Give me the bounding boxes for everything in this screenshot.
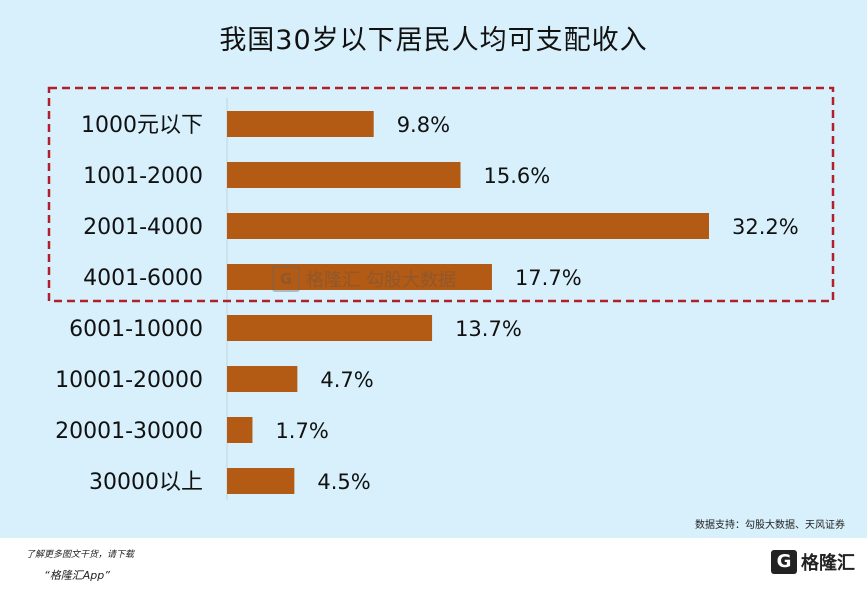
brand-name: 格隆汇 (801, 553, 855, 574)
category-label: 1000元以下 (81, 113, 203, 138)
category-label: 20001-30000 (55, 419, 203, 444)
watermark-left-text: 格隆汇 (306, 270, 360, 291)
data-label: 32.2% (732, 215, 799, 239)
bar (227, 366, 298, 392)
bar (227, 315, 433, 341)
category-label: 4001-6000 (83, 266, 203, 291)
data-label: 13.7% (455, 317, 522, 341)
footer-app-name: “格隆汇App” (44, 569, 110, 582)
bar (227, 417, 253, 443)
data-label: 9.8% (397, 113, 450, 137)
chart-title: 我国30岁以下居民人均可支配收入 (219, 25, 648, 56)
brand-logo-icon: G (771, 550, 797, 574)
watermark-right-text: 勾股大数据 (366, 270, 456, 291)
bar (227, 162, 461, 188)
data-label: 1.7% (275, 419, 328, 443)
data-source: 数据支持：勾股大数据、天风证券 (695, 520, 845, 531)
brand-logo: G 格隆汇 (771, 549, 855, 575)
footer-note: 了解更多图文干货，请下载 (26, 550, 135, 560)
category-label: 2001-4000 (83, 215, 203, 240)
category-label: 10001-20000 (55, 368, 203, 393)
data-label: 4.7% (320, 368, 373, 392)
bar (227, 264, 492, 290)
watermark-logo-icon: G (272, 266, 300, 292)
category-label: 30000以上 (89, 470, 203, 495)
data-label: 17.7% (515, 266, 582, 290)
bar (227, 213, 709, 239)
bar (227, 111, 374, 137)
bar-chart: 1000元以下 9.8% 1001-2000 15.6% 2001-4000 32.2% 4… (47, 86, 835, 500)
highlight-box (47, 86, 835, 303)
bar (227, 468, 295, 494)
category-label: 6001-10000 (69, 317, 203, 342)
category-label: 1001-2000 (83, 164, 203, 189)
watermark: G 格隆汇 勾股大数据 (272, 266, 456, 292)
data-label: 15.6% (484, 164, 551, 188)
data-label: 4.5% (317, 470, 370, 494)
